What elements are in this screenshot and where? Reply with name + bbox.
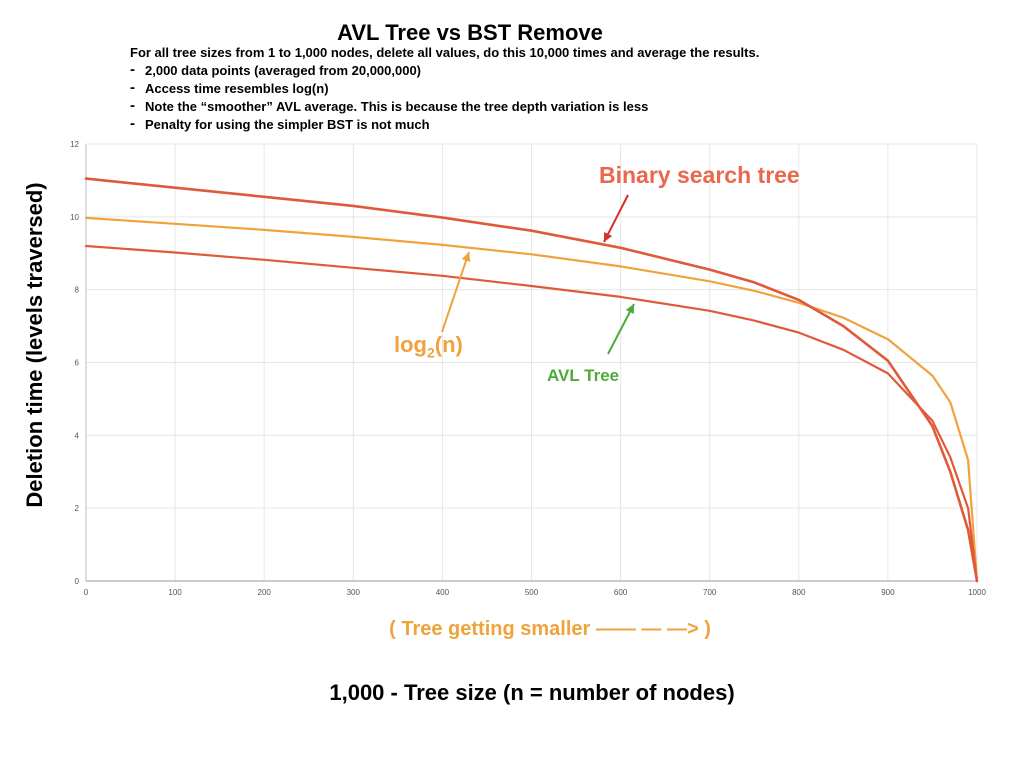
annotation-log-tail: (n)	[434, 332, 463, 357]
log2n-annotation-arrow-head	[461, 252, 471, 262]
x-tick-label: 900	[881, 588, 895, 597]
log2n-annotation-arrow	[441, 251, 470, 333]
log2n-series-line	[84, 216, 979, 583]
x-tick-label: 800	[792, 588, 806, 597]
x-tick-label: 200	[258, 588, 272, 597]
y-tick-label: 0	[75, 577, 80, 586]
x-tick-label: 600	[614, 588, 628, 597]
x-tick-label: 500	[525, 588, 539, 597]
x-tick-label: 100	[168, 588, 182, 597]
y-tick-label: 6	[75, 359, 80, 368]
y-tick-label: 8	[75, 286, 80, 295]
avl-series-line	[84, 244, 979, 583]
y-axis-label: Deletion time (levels traversed)	[22, 182, 47, 508]
avl-annotation-arrow	[607, 303, 635, 355]
bullet-item: Note the “smoother” AVL average. This is…	[130, 97, 759, 116]
description-text: For all tree sizes from 1 to 1,000 nodes…	[130, 45, 760, 60]
annotation-avl: AVL Tree	[547, 366, 620, 385]
x-tick-label: 700	[703, 588, 717, 597]
bullet-list: 2,000 data points (averaged from 20,000,…	[130, 61, 759, 134]
annotation-log-main: log	[394, 332, 427, 357]
bst-series-line	[84, 177, 979, 583]
bullet-item: Access time resembles log(n)	[130, 79, 759, 98]
annotation-log2n: log2(n)	[394, 332, 463, 360]
bullet-item: Penalty for using the simpler BST is not…	[130, 115, 759, 134]
annotation-log-subscript: 2	[427, 344, 435, 361]
chart-title: AVL Tree vs BST Remove	[337, 20, 603, 45]
y-tick-label: 10	[70, 213, 79, 222]
annotation-bst: Binary search tree	[599, 162, 800, 188]
y-tick-label: 12	[70, 140, 79, 149]
y-tick-label: 2	[75, 504, 80, 513]
x-axis-label: 1,000 - Tree size (n = number of nodes)	[329, 680, 735, 705]
x-tick-label: 400	[436, 588, 450, 597]
direction-note: ( Tree getting smaller —— — —> )	[389, 618, 711, 640]
x-tick-label: 1000	[968, 588, 986, 597]
avl-annotation-arrow-head	[625, 304, 634, 315]
description-block: For all tree sizes from 1 to 1,000 nodes…	[130, 44, 759, 134]
y-tick-label: 4	[75, 431, 80, 440]
x-tick-label: 300	[347, 588, 361, 597]
x-tick-label: 0	[84, 588, 89, 597]
bullet-item: 2,000 data points (averaged from 20,000,…	[130, 61, 759, 80]
bst-annotation-arrow-head	[604, 231, 613, 242]
